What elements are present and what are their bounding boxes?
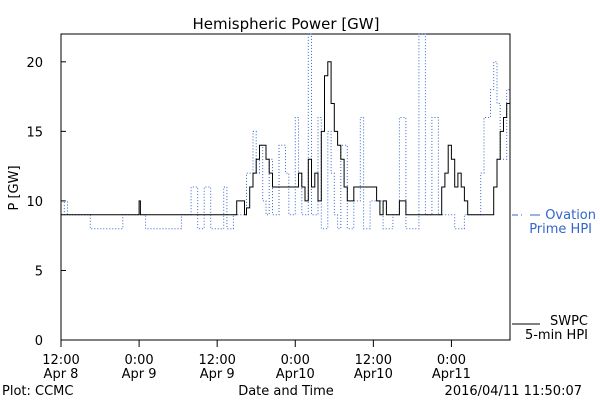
legend-swpc-line1: SWPC (550, 314, 588, 329)
series-layer (61, 33, 511, 230)
y-tick-label: 20 (26, 56, 43, 71)
x-tick-label-time: 0:00 (124, 353, 153, 368)
chart-title: Hemispheric Power [GW] (193, 15, 380, 33)
y-tick-label: 10 (26, 195, 43, 210)
y-tick-label: 5 (35, 264, 43, 279)
x-tick-label-date: Apr10 (276, 367, 315, 382)
x-tick-label-date: Apr 9 (122, 367, 157, 382)
legend-ovation-line1: Ovation (545, 208, 596, 223)
legend-ovation: Ovation Prime HPI (512, 208, 596, 237)
legend-swpc: SWPC 5-min HPI (512, 314, 588, 343)
plot-frame (60, 33, 511, 341)
x-tick-label-time: 12:00 (198, 353, 235, 368)
y-axis-ticks: 0 5 10 15 20 (26, 56, 66, 349)
plot-credit: Plot: CCMC (2, 384, 73, 399)
y-tick-label: 15 (26, 125, 43, 140)
legend-swpc-line2: 5-min HPI (525, 328, 588, 343)
x-tick-label-time: 12:00 (355, 353, 392, 368)
x-tick-label-time: 12:00 (42, 353, 79, 368)
x-tick-label-date: Apr11 (432, 367, 471, 382)
x-tick-label-date: Apr 8 (44, 367, 79, 382)
plot-timestamp: 2016/04/11 11:50:07 (445, 384, 582, 399)
legend-ovation-line2: Prime HPI (529, 222, 592, 237)
y-tick-label: 0 (35, 334, 43, 349)
series-ovation-prime-hpi (61, 33, 510, 230)
x-tick-label-time: 0:00 (437, 353, 466, 368)
y-axis-label: P [GW] (7, 165, 22, 210)
series-swpc-5min-hpi (61, 61, 511, 216)
x-tick-label-time: 0:00 (281, 353, 310, 368)
x-tick-label-date: Apr10 (354, 367, 393, 382)
x-tick-label-date: Apr 9 (200, 367, 235, 382)
x-axis-label: Date and Time (238, 384, 334, 399)
